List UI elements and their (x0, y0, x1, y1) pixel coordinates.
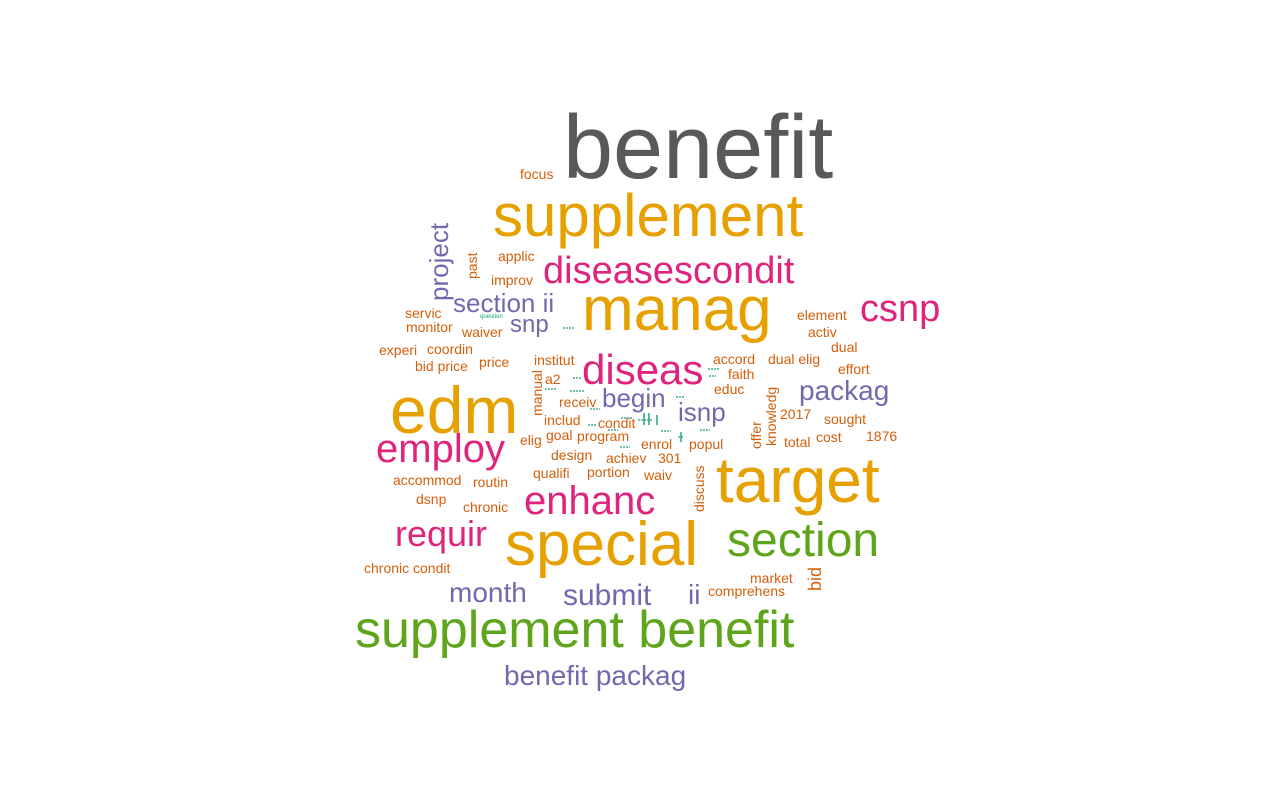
word-supplement-benefit: supplement benefit (355, 601, 795, 659)
word-packag: packag (799, 375, 890, 406)
word-experi: experi (379, 342, 418, 358)
word-diseas: diseas (582, 346, 704, 393)
word-manual: manual (529, 370, 545, 416)
word-receiv: receiv (559, 394, 597, 410)
word-market: market (750, 570, 793, 586)
word-effort: effort (838, 361, 870, 377)
word-accommod: accommod (393, 472, 462, 488)
word-bid: bid (805, 566, 825, 591)
word-question: question (480, 314, 503, 320)
word-faith: faith (728, 366, 755, 382)
word-discuss: discuss (691, 465, 707, 512)
word-manag: manag (582, 275, 772, 344)
word-301: 301 (658, 450, 682, 466)
word-institut: institut (534, 352, 575, 368)
word-month: month (449, 577, 527, 608)
word-requir: requir (395, 513, 488, 554)
word-improv: improv (491, 272, 534, 288)
word-offer: offer (748, 421, 764, 449)
word-monitor: monitor (406, 319, 453, 335)
word-1876: 1876 (866, 428, 898, 444)
word-comprehens: comprehens (708, 583, 786, 599)
word-element: element (797, 307, 847, 323)
word-diseasescondit: diseasescondit (543, 250, 795, 292)
word-csnp: csnp (860, 288, 941, 330)
word-achiev: achiev (606, 450, 647, 466)
word-supplement: supplement (493, 182, 804, 249)
word-snp: snp (510, 311, 549, 338)
word-target: target (716, 444, 880, 516)
word-sought: sought (824, 411, 867, 427)
word-goal: goal (546, 427, 573, 443)
word-employ: employ (376, 427, 505, 471)
word-edm: edm (390, 373, 519, 447)
word-knowledg: knowledg (763, 386, 779, 446)
word-dual: dual (831, 339, 858, 355)
word-dual-elig: dual elig (768, 351, 821, 367)
word-cost: cost (816, 429, 842, 445)
word-routin: routin (473, 474, 509, 490)
word-activ: activ (808, 324, 837, 340)
word-accord: accord (713, 351, 756, 367)
word-section-ii: section ii (453, 288, 555, 318)
word-program: program (577, 428, 630, 444)
word-elig: elig (520, 432, 542, 448)
word-dsnp: dsnp (416, 491, 447, 507)
word-servic: servic (405, 305, 442, 321)
word-focus: focus (520, 166, 554, 182)
word-chronic: chronic (463, 499, 509, 515)
word-past: past (464, 252, 480, 279)
word-a2: a2 (545, 371, 561, 387)
word-waiv: waiv (644, 467, 673, 483)
word-educ: educ (714, 381, 745, 397)
word-project: project (424, 222, 454, 301)
word-includ: includ (544, 412, 581, 428)
word-section: section (727, 514, 880, 567)
word-coordin: coordin (427, 341, 473, 357)
word-special: special (505, 510, 698, 579)
word-chronic-condit: chronic condit (364, 560, 451, 576)
word-price: price (479, 354, 510, 370)
word-waiver: waiver (462, 324, 503, 340)
word-portion: portion (587, 464, 630, 480)
word-condit: condit (598, 415, 636, 431)
word-design: design (551, 447, 593, 463)
word-benefit-packag: benefit packag (504, 660, 687, 691)
word-popul: popul (689, 436, 724, 452)
word-isnp: isnp (678, 397, 726, 427)
word-begin: begin (602, 383, 666, 413)
word-submit: submit (563, 579, 652, 612)
word-ii: ii (688, 579, 701, 610)
word-benefit: benefit (563, 98, 834, 198)
word-2017: 2017 (780, 406, 812, 422)
word-bid-price: bid price (415, 358, 468, 374)
word-enhanc: enhanc (524, 479, 656, 523)
word-qualifi: qualifi (533, 465, 570, 481)
word-enrol: enrol (641, 436, 673, 452)
word-total: total (784, 434, 811, 450)
word-applic: applic (498, 248, 535, 264)
